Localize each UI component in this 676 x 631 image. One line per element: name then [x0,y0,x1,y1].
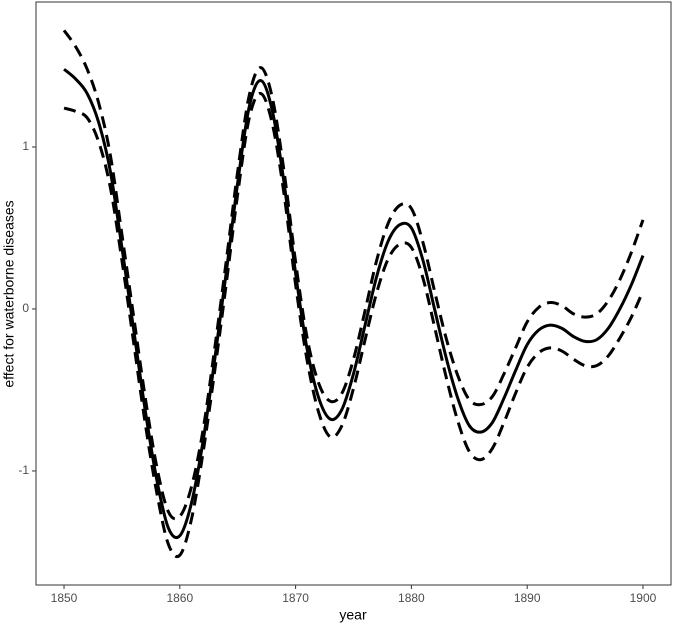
series-line [63,92,645,559]
y-tick-label: -1 [18,463,29,477]
x-tick-label: 1880 [398,591,425,605]
x-tick-label: 1850 [51,591,78,605]
y-tick-label: 1 [22,139,29,153]
x-axis-label: year [339,607,367,623]
series-line [62,29,645,521]
y-axis-label: effect for waterborne diseases [1,200,17,387]
x-tick-label: 1870 [282,591,309,605]
x-tick-label: 1860 [166,591,193,605]
x-tick-label: 1890 [514,591,541,605]
series-line [63,68,645,540]
x-tick-label: 1900 [630,591,657,605]
plot-panel [35,1,672,586]
y-tick-label: 0 [22,301,29,315]
